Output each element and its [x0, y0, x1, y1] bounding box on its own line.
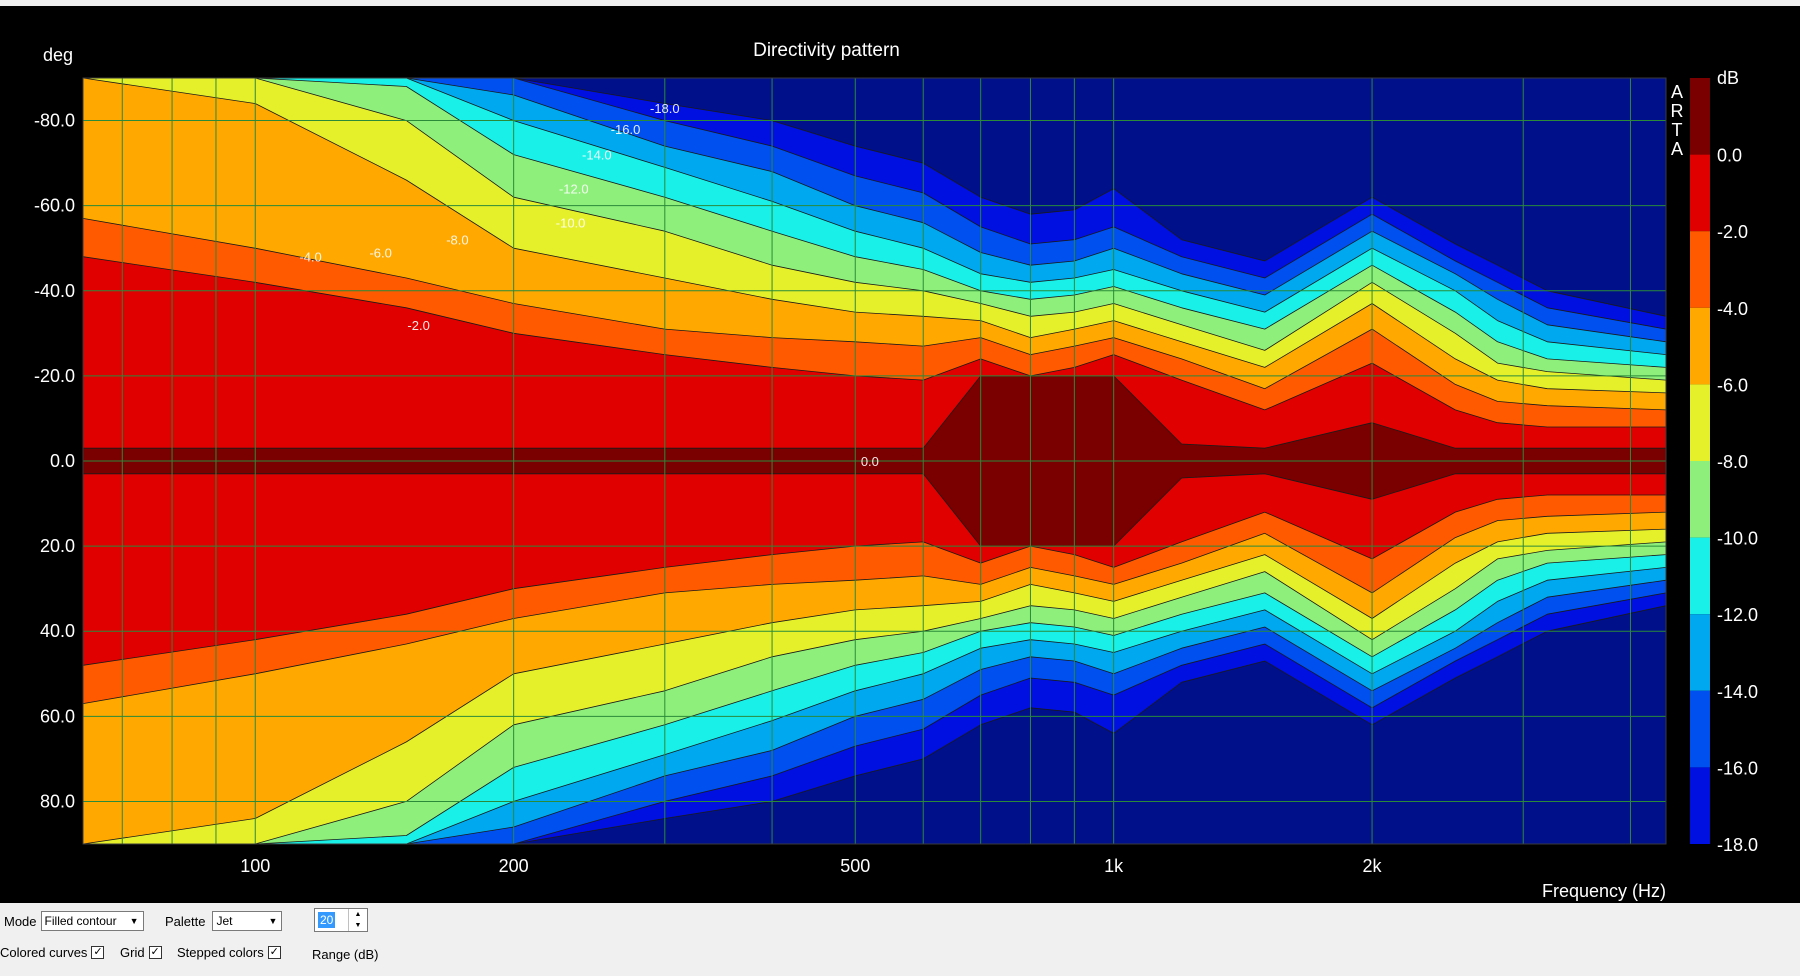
range-control: 20 ▲ ▼: [314, 908, 368, 932]
colorbar: 0.0 -2.0 -4.0 -6.0 -8.0 -10.0 -12.0 -14.0 -16.0 -…: [1690, 68, 1758, 855]
plot-panel: Directivity pattern deg -80.0 -60.0 -40.0 -20…: [0, 0, 1800, 903]
contour-value-label: -18.0: [650, 101, 680, 116]
colorbar-swatch: [1690, 78, 1710, 155]
stepped-colors-label: Stepped colors: [177, 945, 264, 960]
colorbar-swatch: [1690, 614, 1710, 691]
grid-lines: [83, 78, 1666, 844]
y-tick-label: -20.0: [34, 366, 75, 386]
colorbar-tick-label: -14.0: [1717, 682, 1758, 702]
colorbar-tick-label: -8.0: [1717, 452, 1748, 472]
contour-value-label: 0.0: [861, 454, 879, 469]
x-tick-label: 200: [499, 856, 529, 876]
colorbar-tick-label: -6.0: [1717, 375, 1748, 395]
palette-control: Palette Jet ▼: [165, 911, 283, 931]
y-axis-label: deg: [43, 45, 73, 65]
range-label-wrap: Range (dB): [312, 947, 378, 962]
watermark-letter: A: [1671, 139, 1683, 159]
chevron-down-icon: ▼: [129, 916, 139, 926]
y-tick-label: 40.0: [40, 621, 75, 641]
y-tick-label: -40.0: [34, 281, 75, 301]
watermark-letter: T: [1672, 120, 1683, 140]
x-tick-label: 500: [840, 856, 870, 876]
y-tick-label: 60.0: [40, 706, 75, 726]
contour-value-label: -10.0: [556, 216, 586, 231]
x-tick-label: 100: [240, 856, 270, 876]
colorbar-swatch: [1690, 231, 1710, 308]
stepped-colors-control: Stepped colors ✓: [177, 945, 281, 960]
colorbar-swatch: [1690, 767, 1710, 844]
colorbar-swatch: [1690, 154, 1710, 232]
colorbar-unit-label: dB: [1717, 68, 1739, 88]
y-tick-label: 0.0: [50, 451, 75, 471]
x-axis-label: Frequency (Hz): [1542, 881, 1666, 901]
y-tick-label: 80.0: [40, 791, 75, 811]
grid-label: Grid: [120, 945, 145, 960]
x-tick-label: 1k: [1104, 856, 1124, 876]
colorbar-tick-label: -16.0: [1717, 758, 1758, 778]
colored-curves-label: Colored curves: [0, 945, 88, 960]
range-spinner[interactable]: 20 ▲ ▼: [314, 908, 368, 932]
control-panel: Mode Filled contour ▼ Palette Jet ▼ 20 ▲…: [0, 903, 1800, 976]
range-label: Range (dB): [312, 947, 379, 962]
mode-label: Mode: [4, 913, 37, 929]
chevron-down-icon: ▼: [268, 916, 278, 926]
mode-control: Mode Filled contour ▼: [4, 911, 144, 931]
contour-value-label: -4.0: [299, 250, 321, 265]
palette-dropdown[interactable]: Jet ▼: [212, 911, 283, 931]
colorbar-tick-label: -10.0: [1717, 529, 1758, 549]
y-tick-label: -60.0: [34, 196, 75, 216]
stepped-colors-checkbox[interactable]: ✓: [267, 946, 281, 959]
palette-label: Palette: [165, 913, 206, 929]
colorbar-tick-label: -2.0: [1717, 222, 1748, 242]
contour-value-label: -6.0: [369, 245, 391, 260]
colorbar-tick-label: -18.0: [1717, 835, 1758, 855]
mode-value: Filled contour: [44, 914, 117, 928]
chart-title: Directivity pattern: [753, 40, 900, 61]
contour-value-label: -8.0: [446, 233, 468, 248]
colorbar-tick-label: -12.0: [1717, 605, 1758, 625]
spin-arrows-icon[interactable]: ▲ ▼: [348, 909, 367, 931]
contour-value-label: -12.0: [559, 182, 589, 197]
grid-checkbox[interactable]: ✓: [148, 946, 162, 959]
directivity-chart: Directivity pattern deg -80.0 -60.0 -40.0 -20…: [34, 40, 1758, 901]
colorbar-tick-label: -4.0: [1717, 299, 1748, 319]
range-value[interactable]: 20: [318, 912, 336, 928]
palette-value: Jet: [216, 914, 233, 928]
contour-value-labels: -18.0 -16.0 -14.0 -12.0 -10.0 -8.0 -6.0 -4.0 -2.…: [299, 101, 879, 469]
watermark-letter: A: [1671, 82, 1683, 102]
colorbar-swatch: [1690, 690, 1710, 768]
contour-value-label: -14.0: [582, 148, 612, 163]
mode-dropdown[interactable]: Filled contour ▼: [40, 911, 144, 931]
colorbar-tick-label: 0.0: [1717, 146, 1742, 166]
colorbar-swatch: [1690, 384, 1710, 461]
colored-curves-checkbox[interactable]: ✓: [91, 946, 105, 959]
x-tick-label: 2k: [1363, 856, 1383, 876]
grid-control: Grid ✓: [120, 945, 162, 960]
colored-curves-control: Colored curves ✓: [0, 945, 105, 960]
y-tick-label: -80.0: [34, 111, 75, 131]
contour-value-label: -2.0: [407, 318, 429, 333]
colorbar-swatch: [1690, 461, 1710, 538]
watermark-letter: R: [1671, 101, 1684, 121]
colorbar-swatch: [1690, 537, 1710, 615]
y-tick-label: 20.0: [40, 536, 75, 556]
plot-area-border: [82, 77, 1667, 845]
colorbar-swatch: [1690, 307, 1710, 385]
contour-value-label: -16.0: [611, 122, 641, 137]
